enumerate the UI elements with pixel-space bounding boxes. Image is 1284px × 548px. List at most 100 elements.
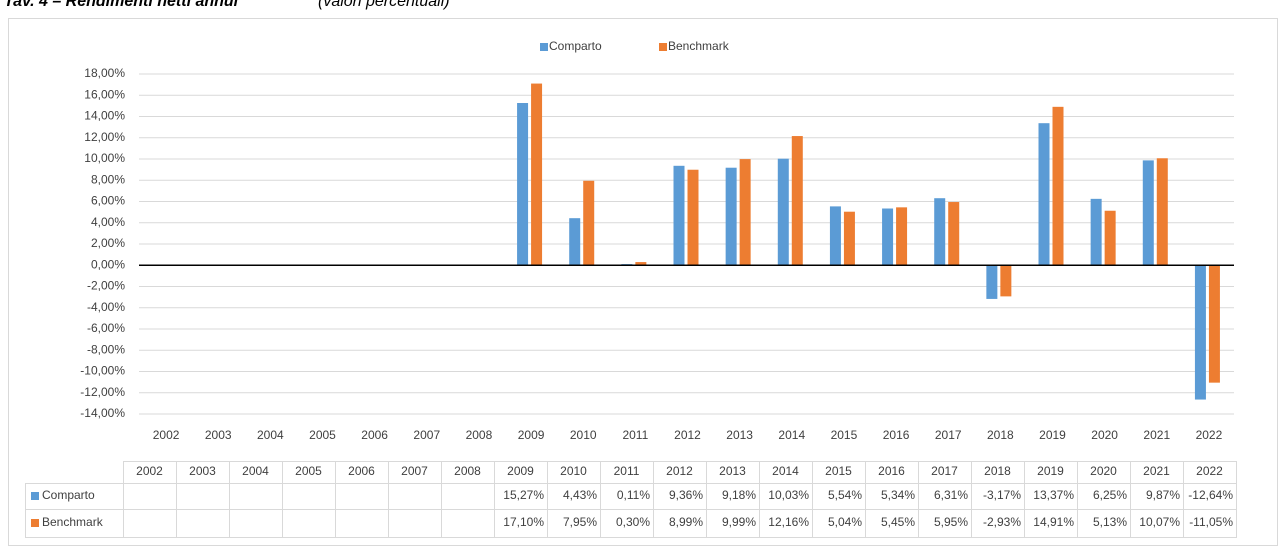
bar [1038, 123, 1050, 266]
table-header: 2007 [401, 464, 428, 478]
table-header: 2010 [560, 464, 587, 478]
table-header: 2021 [1143, 464, 1170, 478]
y-tick-label: 0,00% [91, 257, 125, 271]
legend-swatch [540, 43, 548, 51]
legend-label: Benchmark [668, 39, 730, 53]
table-cell [176, 509, 230, 538]
x-tick-label: 2020 [1091, 428, 1118, 442]
table-cell [229, 483, 283, 510]
x-tick-label: 2016 [883, 428, 910, 442]
table-value: 5,45% [881, 515, 915, 529]
y-tick-label: -6,00% [87, 321, 125, 335]
table-value: 15,27% [503, 488, 544, 502]
table-value: 5,95% [934, 515, 968, 529]
bar [1194, 265, 1206, 400]
table-header: 2014 [772, 464, 799, 478]
bar [829, 206, 841, 266]
y-tick-label: -14,00% [80, 406, 125, 420]
table-cell [229, 509, 283, 538]
bar [1208, 265, 1220, 383]
x-tick-label: 2012 [674, 428, 701, 442]
y-tick-label: 12,00% [84, 130, 125, 144]
x-tick-label: 2010 [570, 428, 597, 442]
legend-label: Comparto [549, 39, 602, 53]
table-value: 8,99% [669, 515, 703, 529]
table-value: 5,04% [828, 515, 862, 529]
y-tick-label: 14,00% [84, 109, 125, 123]
table-header: 2017 [931, 464, 958, 478]
table-header: 2019 [1037, 464, 1064, 478]
x-tick-label: 2002 [153, 428, 180, 442]
bar [635, 262, 647, 266]
table-value: 5,13% [1093, 515, 1127, 529]
table-header: 2006 [348, 464, 375, 478]
bar [725, 167, 737, 266]
y-tick-label: -2,00% [87, 279, 125, 293]
x-tick-label: 2005 [309, 428, 336, 442]
table-header: 2008 [454, 464, 481, 478]
table-cell [388, 483, 442, 510]
table-header: 2018 [984, 464, 1011, 478]
table-cell [441, 509, 495, 538]
table-value: 7,95% [563, 515, 597, 529]
table-header: 2002 [136, 464, 163, 478]
x-tick-label: 2006 [361, 428, 388, 442]
chart-title: Tav. 4 – Rendimenti netti annui [4, 0, 239, 10]
y-tick-label: 16,00% [84, 87, 125, 101]
bar [517, 103, 529, 266]
bar [791, 136, 803, 266]
table-cell [335, 483, 389, 510]
table-cell [282, 509, 336, 538]
table-legend-swatch [31, 519, 39, 527]
table-value: 4,43% [563, 488, 597, 502]
table-header: 2020 [1090, 464, 1117, 478]
table-header: 2011 [614, 464, 640, 478]
x-tick-label: 2022 [1196, 428, 1223, 442]
y-tick-label: -8,00% [87, 342, 125, 356]
table-value: 9,18% [722, 488, 756, 502]
table-value: 17,10% [503, 515, 544, 529]
x-tick-label: 2018 [987, 428, 1014, 442]
table-header: 2015 [825, 464, 852, 478]
table-header: 2016 [878, 464, 905, 478]
table-value: 14,91% [1033, 515, 1074, 529]
table-header: 2022 [1196, 464, 1223, 478]
x-tick-label: 2011 [622, 428, 648, 442]
bar [843, 211, 855, 266]
table-value: -2,93% [983, 515, 1021, 529]
table-value: 0,30% [616, 515, 650, 529]
y-tick-label: 6,00% [91, 194, 125, 208]
x-tick-label: 2019 [1039, 428, 1066, 442]
bar [948, 202, 960, 266]
table-cell [441, 483, 495, 510]
table-cell [335, 509, 389, 538]
table-value: 6,31% [934, 488, 968, 502]
bar [1090, 198, 1102, 266]
table-header: 2009 [507, 464, 534, 478]
legend-swatch [659, 43, 667, 51]
bar [896, 207, 908, 266]
table-cell [1183, 509, 1237, 538]
table-value: 5,34% [881, 488, 915, 502]
x-tick-label: 2014 [778, 428, 805, 442]
table-header: 2013 [719, 464, 746, 478]
bar [882, 208, 894, 266]
bar [583, 180, 595, 266]
table-row-label: Benchmark [42, 515, 104, 529]
table-header: 2012 [666, 464, 693, 478]
table-cell [388, 509, 442, 538]
bar [986, 265, 998, 299]
bar [687, 169, 699, 266]
bar [569, 218, 581, 266]
x-tick-label: 2007 [413, 428, 440, 442]
x-tick-label: 2021 [1143, 428, 1170, 442]
table-cell [176, 483, 230, 510]
y-tick-label: -4,00% [87, 300, 125, 314]
table-value: 5,54% [828, 488, 862, 502]
table-header: 2005 [295, 464, 322, 478]
y-tick-label: 4,00% [91, 215, 125, 229]
table-value: 10,07% [1139, 515, 1180, 529]
y-tick-label: -10,00% [80, 364, 125, 378]
bar [1052, 106, 1064, 266]
